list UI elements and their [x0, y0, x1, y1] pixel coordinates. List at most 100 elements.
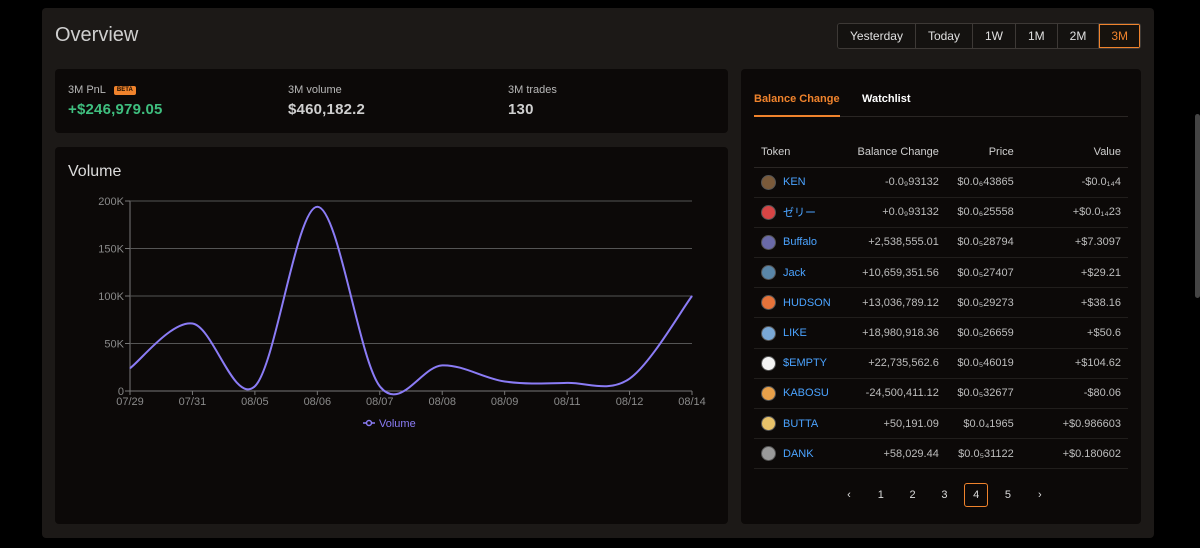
page-3-button[interactable]: 3 — [941, 489, 948, 501]
tab-balance-change[interactable]: Balance Change — [754, 93, 840, 117]
page-2-button[interactable]: 2 — [909, 489, 916, 501]
token-name-link[interactable]: BUTTA — [783, 417, 819, 430]
table-row[interactable]: ゼリー +0.0₉93132 $0.0₆25558 +$0.0₁₄23 — [754, 197, 1128, 228]
next-page-button[interactable]: › — [1037, 489, 1042, 501]
stat-volume-value: $460,182.2 — [288, 101, 366, 118]
volume-data-point — [129, 367, 131, 369]
range-1m-button[interactable]: 1M — [1015, 24, 1058, 48]
balance-change-cell: -0.0₉93132 — [830, 167, 939, 198]
volume-data-point — [316, 206, 318, 208]
price-cell: $0.0₆25558 — [938, 197, 1014, 228]
balance-change-cell: +13,036,789.12 — [830, 287, 939, 319]
y-tick-label: 50K — [104, 339, 124, 351]
volume-data-point — [566, 382, 568, 384]
page-4-button[interactable]: 4 — [964, 483, 989, 507]
token-name-link[interactable]: KEN — [783, 176, 806, 189]
beta-badge: BETA — [113, 85, 136, 95]
tab-watchlist[interactable]: Watchlist — [862, 93, 911, 105]
range-1w-button[interactable]: 1W — [972, 24, 1016, 48]
y-tick-label: 100K — [98, 291, 124, 303]
token-name-link[interactable]: HUDSON — [783, 296, 831, 309]
token-name-link[interactable]: Jack — [783, 266, 806, 279]
x-tick-label: 08/08 — [428, 396, 456, 408]
page-1-button[interactable]: 1 — [877, 489, 884, 501]
volume-data-point — [629, 378, 631, 380]
volume-chart-title: Volume — [68, 163, 122, 180]
stat-trades: 3M trades 130 — [508, 84, 557, 118]
price-cell: $0.0₅26659 — [938, 317, 1014, 349]
table-row[interactable]: KEN -0.0₉93132 $0.0₆43865 -$0.0₁₄4 — [754, 167, 1128, 198]
token-name-link[interactable]: LIKE — [783, 327, 807, 340]
price-cell: $0.0₅32677 — [938, 378, 1014, 410]
volume-data-point — [691, 295, 693, 297]
balance-change-cell: +50,191.09 — [830, 408, 939, 440]
token-cell: HUDSON — [754, 287, 831, 319]
stat-pnl-label-row: 3M PnL BETA — [68, 84, 163, 96]
token-name-link[interactable]: ゼリー — [783, 207, 816, 220]
col-balance-change: Balance Change — [830, 137, 939, 168]
token-icon — [761, 325, 776, 341]
col-token: Token — [754, 137, 831, 168]
price-cell: $0.0₅27407 — [938, 257, 1014, 289]
range-today-button[interactable]: Today — [915, 24, 973, 48]
col-price: Price — [938, 137, 1014, 168]
token-tabs: Balance Change Watchlist — [754, 93, 1128, 117]
token-cell: BUTTA — [754, 408, 831, 440]
prev-page-button[interactable]: ‹ — [847, 489, 851, 501]
table-row[interactable]: $EMPTY +22,735,562.6 $0.0₅46019 +$104.62 — [754, 348, 1128, 379]
table-row[interactable]: Buffalo +2,538,555.01 $0.0₅28794 +$7.3097 — [754, 227, 1128, 259]
table-row[interactable]: BUTTA +50,191.09 $0.0₄1965 +$0.986603 — [754, 408, 1128, 440]
value-cell: +$0.986603 — [1013, 408, 1128, 440]
token-name-link[interactable]: $EMPTY — [783, 357, 828, 370]
page-scrollbar[interactable] — [1195, 114, 1200, 298]
x-tick-label: 07/29 — [116, 396, 144, 408]
range-yesterday-button[interactable]: Yesterday — [838, 24, 916, 48]
legend-point-marker — [365, 419, 373, 427]
stat-volume-label: 3M volume — [288, 84, 342, 96]
price-cell: $0.0₅46019 — [938, 348, 1014, 379]
token-icon — [761, 416, 776, 432]
stat-pnl-value: +$246,979.05 — [68, 101, 163, 118]
token-name-link[interactable]: Buffalo — [783, 236, 818, 249]
price-cell: $0.0₄1965 — [938, 408, 1014, 440]
x-tick-label: 08/05 — [241, 396, 269, 408]
value-cell: +$38.16 — [1013, 287, 1128, 319]
token-cell-inner: Buffalo — [761, 234, 831, 250]
table-row[interactable]: LIKE +18,980,918.36 $0.0₅26659 +$50.6 — [754, 317, 1128, 349]
token-icon — [761, 385, 776, 401]
page-title: Overview — [55, 24, 139, 46]
token-icon — [761, 174, 776, 190]
balance-change-cell: +22,735,562.6 — [830, 348, 939, 379]
value-cell: +$29.21 — [1013, 257, 1128, 289]
token-cell-inner: BUTTA — [761, 416, 831, 432]
token-cell-inner: HUDSON — [761, 295, 831, 311]
token-cell: DANK — [754, 438, 831, 470]
page-5-button[interactable]: 5 — [1004, 489, 1012, 501]
token-cell: KEN — [754, 167, 831, 198]
x-tick-label: 08/09 — [491, 396, 519, 408]
table-row[interactable]: Jack +10,659,351.56 $0.0₅27407 +$29.21 — [754, 257, 1128, 289]
token-cell-inner: KABOSU — [761, 385, 831, 401]
y-tick-label: 0 — [118, 386, 124, 398]
range-2m-button[interactable]: 2M — [1057, 24, 1100, 48]
token-icon — [761, 295, 776, 311]
balance-change-cell: +2,538,555.01 — [830, 227, 939, 259]
y-tick-label: 150K — [98, 244, 124, 256]
token-cell: LIKE — [754, 317, 831, 349]
table-row[interactable]: KABOSU -24,500,411.12 $0.0₅32677 -$80.06 — [754, 378, 1128, 410]
token-name-link[interactable]: DANK — [783, 447, 814, 460]
token-cell-inner: DANK — [761, 446, 831, 462]
table-row[interactable]: DANK +58,029.44 $0.0₅31122 +$0.180602 — [754, 438, 1128, 470]
table-row[interactable]: HUDSON +13,036,789.12 $0.0₅29273 +$38.16 — [754, 287, 1128, 319]
col-value: Value — [1013, 137, 1128, 168]
value-cell: +$0.180602 — [1013, 438, 1128, 470]
price-cell: $0.0₆43865 — [938, 167, 1014, 198]
price-cell: $0.0₅28794 — [938, 227, 1014, 259]
y-tick-label: 200K — [98, 196, 124, 208]
token-table-header: Token Balance Change Price Value — [754, 137, 1128, 168]
token-name-link[interactable]: KABOSU — [783, 387, 829, 400]
token-table: Token Balance Change Price Value KEN -0.0… — [754, 137, 1128, 470]
legend-label: Volume — [379, 418, 416, 430]
token-cell-inner: Jack — [761, 265, 831, 281]
range-3m-button[interactable]: 3M — [1099, 24, 1140, 48]
